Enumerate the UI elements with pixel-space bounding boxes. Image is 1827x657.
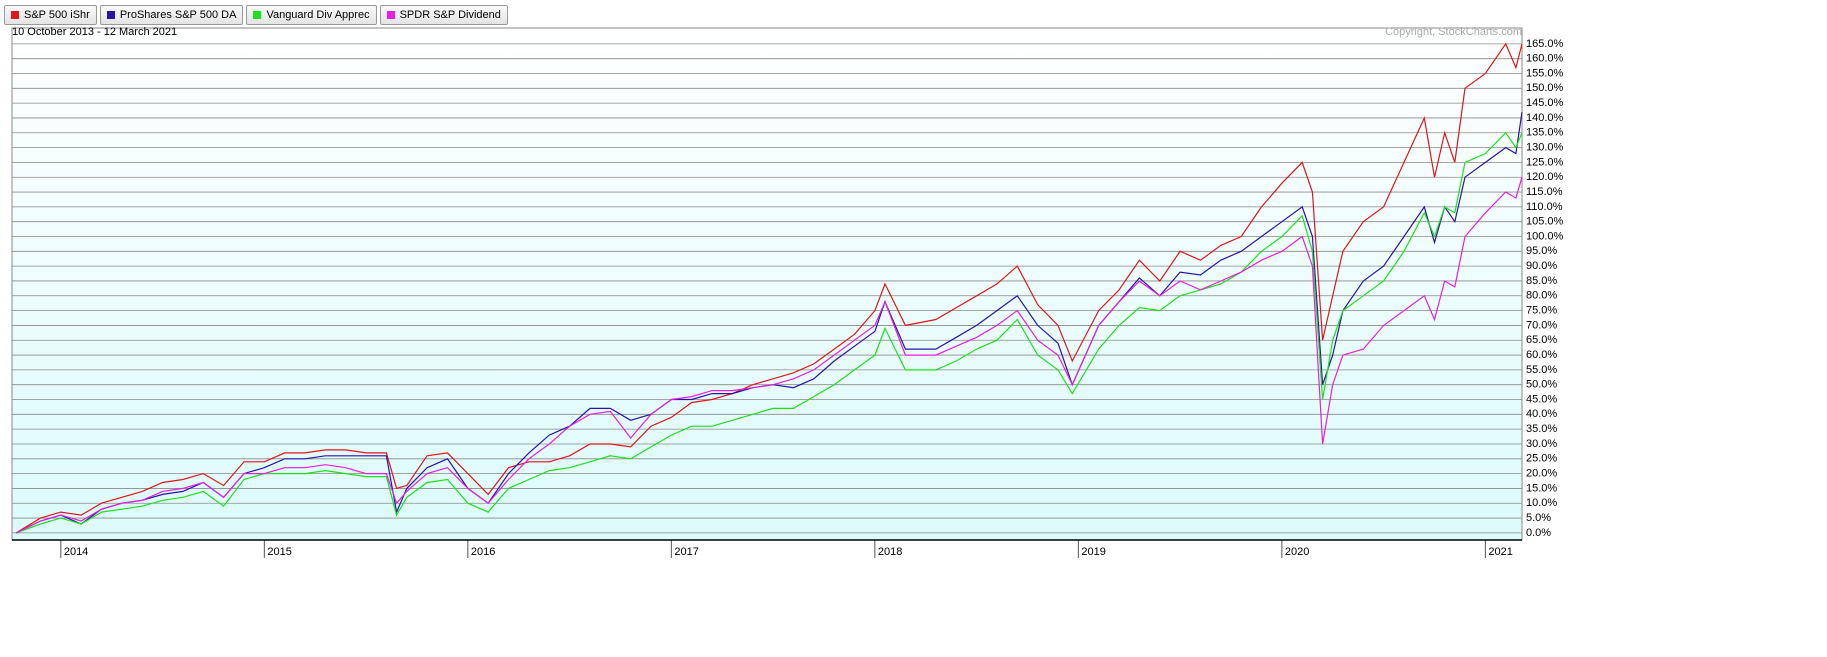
plot-area (11, 27, 1523, 541)
y-tick-label: 80.0% (1526, 290, 1557, 302)
series-line (15, 131, 1523, 534)
y-tick-label: 110.0% (1526, 201, 1563, 213)
subtitle: 10 October 2013 - 12 March 2021 (12, 26, 177, 38)
y-tick-label: 95.0% (1526, 245, 1557, 257)
y-tick-label: 50.0% (1526, 379, 1557, 391)
y-tick-label: 115.0% (1526, 186, 1563, 198)
x-tick-label: 2019 (1081, 546, 1105, 558)
y-tick-label: 0.0% (1526, 527, 1551, 539)
x-tick-label: 2018 (878, 546, 902, 558)
y-tick-label: 70.0% (1526, 319, 1557, 331)
legend-label: ProShares S&P 500 DA (119, 9, 237, 21)
y-tick-label: 30.0% (1526, 438, 1557, 450)
y-tick-label: 35.0% (1526, 423, 1557, 435)
y-tick-label: 125.0% (1526, 156, 1564, 168)
y-tick-label: 120.0% (1526, 171, 1564, 183)
legend: S&P 500 iShr ProShares S&P 500 DA Vanguard… (4, 5, 508, 25)
y-tick-label: 45.0% (1526, 393, 1557, 405)
series-line (15, 177, 1523, 534)
y-tick-label: 145.0% (1526, 97, 1564, 109)
x-tick-label: 2015 (267, 546, 291, 558)
y-tick-label: 100.0% (1526, 230, 1564, 242)
x-tick-label: 2020 (1285, 546, 1309, 558)
y-tick-label: 55.0% (1526, 364, 1557, 376)
y-tick-label: 65.0% (1526, 334, 1557, 346)
legend-swatch (386, 11, 395, 19)
legend-swatch (253, 11, 262, 19)
y-tick-label: 150.0% (1526, 82, 1564, 94)
series-line (15, 111, 1523, 534)
y-tick-label: 75.0% (1526, 305, 1557, 317)
legend-swatch (11, 11, 19, 19)
y-tick-label: 40.0% (1526, 408, 1557, 420)
legend-swatch (106, 11, 115, 19)
y-tick-label: 105.0% (1526, 216, 1564, 228)
y-tick-label: 25.0% (1526, 453, 1557, 465)
y-tick-label: 135.0% (1526, 127, 1564, 139)
y-tick-label: 165.0% (1526, 38, 1564, 50)
y-tick-label: 140.0% (1526, 112, 1564, 124)
legend-label: Vanguard Div Apprec (266, 9, 370, 21)
legend-item[interactable]: SPDR S&P Dividend (379, 5, 508, 25)
y-tick-label: 155.0% (1526, 67, 1564, 79)
y-tick-label: 20.0% (1526, 468, 1557, 480)
y-tick-label: 5.0% (1526, 512, 1551, 524)
copyright: Copyright, StockCharts.com (1385, 26, 1522, 38)
legend-item[interactable]: Vanguard Div Apprec (246, 5, 377, 25)
x-tick-label: 2014 (64, 546, 88, 558)
y-tick-label: 15.0% (1526, 482, 1557, 494)
x-tick-label: 2017 (674, 546, 698, 558)
y-tick-label: 60.0% (1526, 349, 1557, 361)
legend-label: SPDR S&P Dividend (399, 9, 501, 21)
series-line (15, 42, 1523, 534)
y-tick-label: 160.0% (1526, 53, 1564, 65)
y-tick-label: 10.0% (1526, 497, 1557, 509)
legend-label: S&P 500 iShr (24, 9, 90, 21)
legend-item[interactable]: ProShares S&P 500 DA (99, 5, 244, 25)
y-tick-label: 130.0% (1526, 141, 1564, 153)
x-tick-label: 2016 (471, 546, 495, 558)
y-tick-label: 90.0% (1526, 260, 1557, 272)
y-tick-label: 85.0% (1526, 275, 1557, 287)
legend-item[interactable]: S&P 500 iShr (4, 5, 97, 25)
x-tick-label: 2021 (1488, 546, 1512, 558)
